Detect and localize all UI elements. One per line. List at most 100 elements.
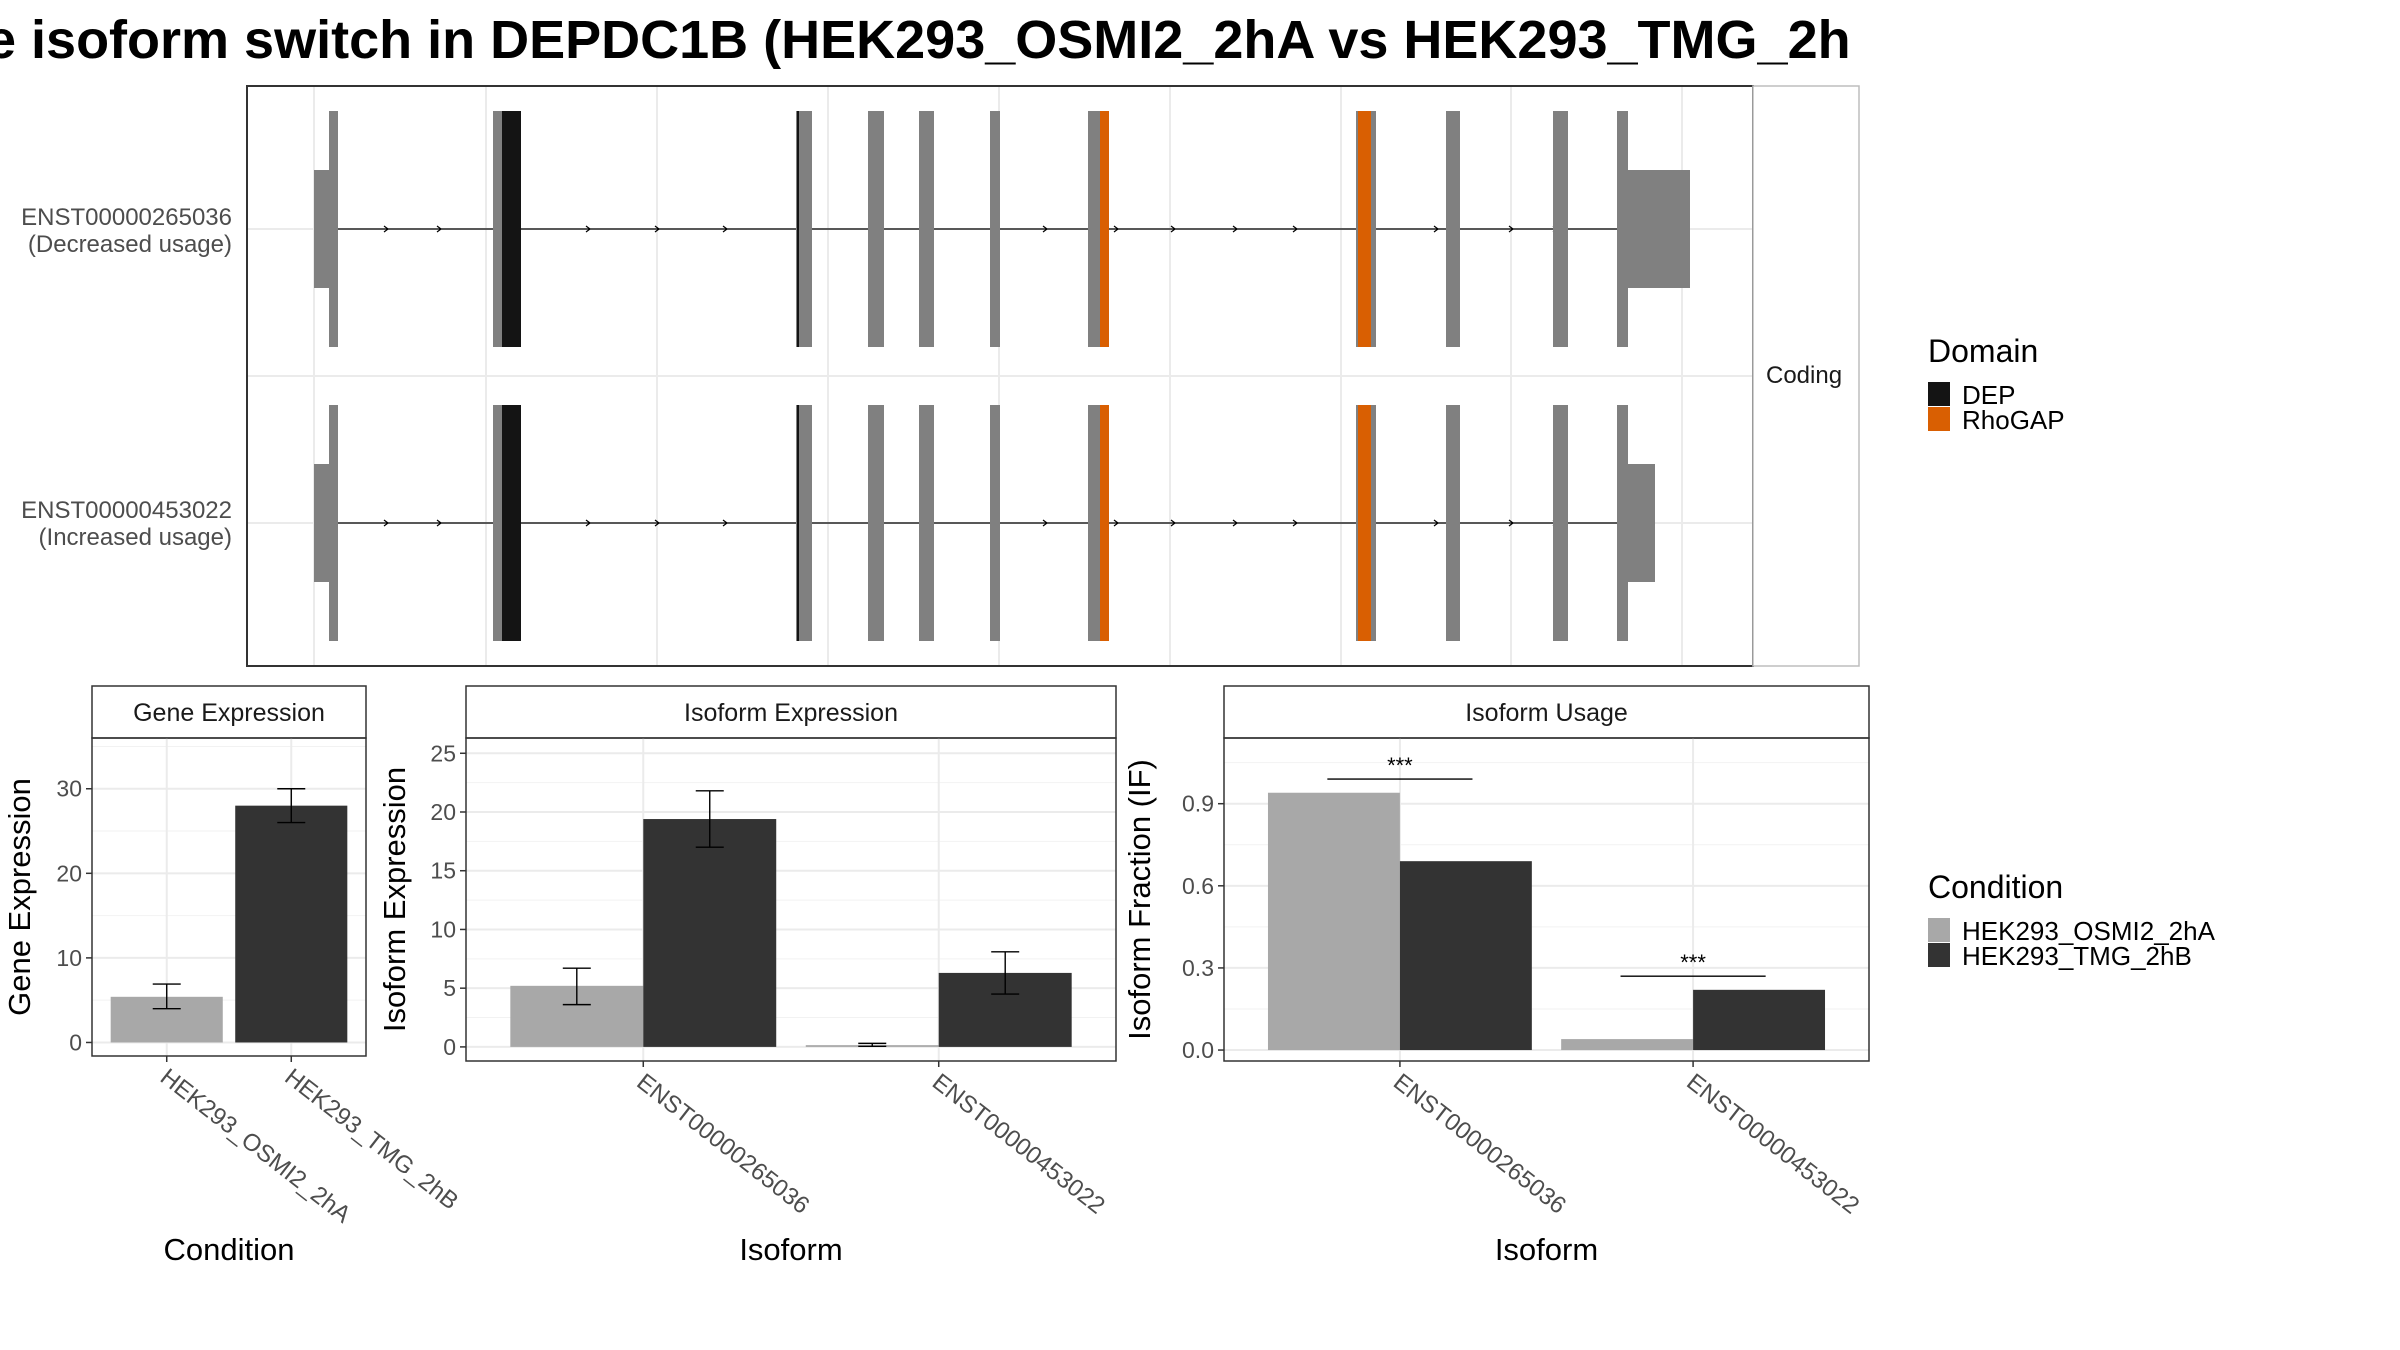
dep-domain-segment-2 <box>797 111 799 347</box>
transcript-track-1 <box>314 111 1690 347</box>
strand-arrow-2 <box>585 519 591 527</box>
isoform-expression-strip <box>465 685 1117 739</box>
isoform-usage-xtick-label-1: ENST00000453022 <box>1681 1068 1864 1219</box>
isoform-expression-yaxis-title: Isoform Expression <box>377 767 412 1032</box>
strand-arrow-8 <box>1232 225 1238 233</box>
domain-legend-title: Domain <box>1928 333 2038 369</box>
utr-5-prime <box>314 464 329 582</box>
dep-domain-segment-2 <box>797 405 799 641</box>
structure-tracks <box>314 111 1690 641</box>
strand-arrow-3 <box>654 225 660 233</box>
legend-key-osmi2 <box>1928 918 1950 942</box>
gene-expression-xaxis-title: Condition <box>164 1232 295 1267</box>
isoform-usage-yaxis-title: Isoform Fraction (IF) <box>1122 759 1157 1040</box>
exon-9 <box>1446 405 1460 641</box>
strand-arrow-4 <box>722 225 728 233</box>
isoform-expression-xtick-label-0: ENST00000265036 <box>632 1068 815 1219</box>
isoform-usage-bar-s0-c1 <box>1561 1039 1694 1051</box>
strand-arrow-8 <box>1232 519 1238 527</box>
strand-arrow-0 <box>383 519 389 527</box>
rhogap-domain-segment-2 <box>1358 111 1371 347</box>
dep-domain-segment-1 <box>502 111 521 347</box>
isoform-expression-strip-title: Isoform Expression <box>684 699 898 727</box>
isoform-expression-ytick-label-0: 0 <box>443 1034 456 1060</box>
isoform-usage-frame <box>1223 737 1870 1062</box>
condition-legend: Condition HEK293_OSMI2_2hA HEK293_TMG_2h… <box>1928 869 2216 971</box>
strand-arrow-2 <box>585 225 591 233</box>
strand-arrow-9 <box>1292 225 1298 233</box>
isoform-usage-strip-title: Isoform Usage <box>1465 699 1628 727</box>
legend-key-tmg <box>1928 943 1950 967</box>
isoform-expression-panel: Isoform Expression 0 5 10 15 20 25 ENST00000265… <box>377 685 1117 1267</box>
condition-legend-title: Condition <box>1928 869 2063 905</box>
isoform-expression-ytick-label-2: 10 <box>430 916 456 942</box>
isoform-expression-bar-s1-c0 <box>643 819 777 1047</box>
exon-5 <box>919 111 934 347</box>
exon-6 <box>990 405 1000 641</box>
domain-legend: Domain DEP RhoGAP <box>1928 333 2065 435</box>
transcript-track-2 <box>314 405 1655 641</box>
exon-3 <box>796 405 812 641</box>
strand-arrow-6 <box>1113 225 1119 233</box>
exon-11 <box>1617 405 1628 641</box>
dep-domain-segment-1 <box>502 405 521 641</box>
isoform-expression-ytick-label-5: 25 <box>430 740 456 766</box>
exon-5 <box>919 405 934 641</box>
figure-title: e isoform switch in DEPDC1B (HEK293_OSMI… <box>0 10 1851 70</box>
transcript-label-2: ENST00000453022 (Increased usage) <box>21 497 232 551</box>
exon-11 <box>1617 111 1628 347</box>
isoform-usage-significance-label-1: *** <box>1680 950 1706 975</box>
gene-expression-strip-title: Gene Expression <box>133 699 325 727</box>
isoform-usage-ytick-label-1: 0.3 <box>1182 955 1214 981</box>
structure-facet-label: Coding <box>1766 362 1842 389</box>
isoform-usage-ytick-label-0: 0.0 <box>1182 1037 1214 1063</box>
gene-expression-bar-1 <box>235 805 348 1043</box>
utr-3-prime-extension <box>1628 170 1690 288</box>
legend-label-rhogap: RhoGAP <box>1962 405 2065 435</box>
strand-arrow-6 <box>1113 519 1119 527</box>
strand-arrow-10 <box>1433 519 1439 527</box>
exon-9 <box>1446 111 1460 347</box>
utr-5-prime <box>314 170 329 288</box>
strand-arrow-4 <box>722 519 728 527</box>
strand-arrow-7 <box>1170 225 1176 233</box>
exon-4 <box>868 405 884 641</box>
rhogap-domain-segment-2 <box>1358 405 1371 641</box>
strand-arrow-1 <box>436 225 442 233</box>
transcript-id-2: ENST00000453022 <box>21 497 232 524</box>
gene-expression-yaxis-title: Gene Expression <box>2 778 37 1016</box>
transcript-note-1: (Decreased usage) <box>28 231 232 258</box>
strand-arrow-11 <box>1508 519 1514 527</box>
isoform-expression-ytick-label-1: 5 <box>443 975 456 1001</box>
gene-expression-ytick-label-2: 20 <box>56 860 82 886</box>
transcript-id-1: ENST00000265036 <box>21 204 232 231</box>
gene-expression-ytick-label-3: 30 <box>56 776 82 802</box>
strand-arrow-5 <box>1042 225 1048 233</box>
strand-arrow-1 <box>436 519 442 527</box>
isoform-usage-xaxis-title: Isoform <box>1495 1232 1598 1267</box>
gene-expression-ytick-label-0: 0 <box>69 1029 82 1055</box>
strand-arrow-9 <box>1292 519 1298 527</box>
rhogap-domain-segment-1 <box>1100 111 1109 347</box>
strand-arrow-7 <box>1170 519 1176 527</box>
gene-expression-frame <box>91 737 367 1057</box>
isoform-usage-ytick-label-2: 0.6 <box>1182 873 1214 899</box>
isoform-expression-ytick-label-4: 20 <box>430 799 456 825</box>
isoform-usage-panel: Isoform Usage *** *** 0.0 0.3 0.6 0.9 ENST00000… <box>1122 685 1870 1267</box>
transcript-label-1: ENST00000265036 (Decreased usage) <box>21 204 232 258</box>
isoform-usage-significance-label-0: *** <box>1387 753 1413 778</box>
isoform-usage-ytick-label-3: 0.9 <box>1182 791 1214 817</box>
strand-arrow-5 <box>1042 519 1048 527</box>
exon-4 <box>868 111 884 347</box>
legend-label-tmg: HEK293_TMG_2hB <box>1962 941 2192 971</box>
exon-1 <box>329 405 338 641</box>
isoform-usage-bar-s1-c0 <box>1399 861 1532 1051</box>
transcript-structure-panel: Coding ENST00000265036 (Decreased usage)… <box>21 85 1860 667</box>
isoform-expression-xtick-label-1: ENST00000453022 <box>927 1068 1110 1219</box>
exon-6 <box>990 111 1000 347</box>
structure-facet-strip <box>1752 85 1860 667</box>
legend-key-rhogap <box>1928 407 1950 431</box>
gene-expression-ytick-label-1: 10 <box>56 945 82 971</box>
exon-10 <box>1553 405 1568 641</box>
rhogap-domain-segment-1 <box>1100 405 1109 641</box>
